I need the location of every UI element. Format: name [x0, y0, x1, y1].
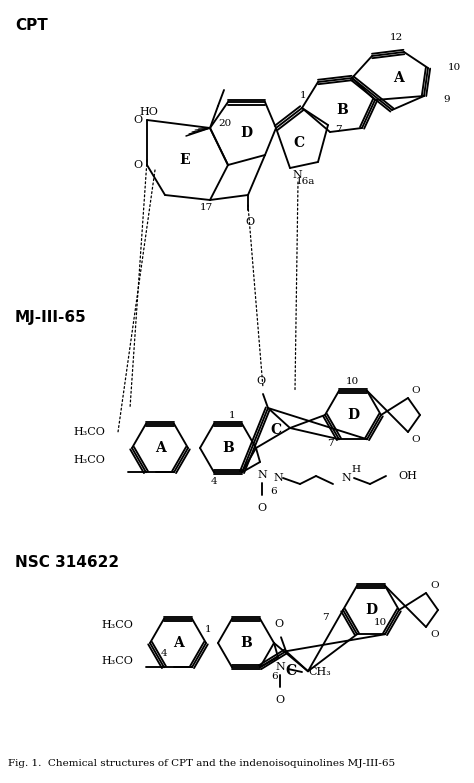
Text: N: N [273, 473, 283, 483]
Text: B: B [222, 441, 234, 455]
Text: 16a: 16a [296, 178, 315, 186]
Text: MJ-III-65: MJ-III-65 [15, 310, 87, 325]
Text: O: O [430, 581, 438, 590]
Text: D: D [240, 126, 252, 140]
Text: O: O [256, 376, 265, 386]
Text: 4: 4 [161, 648, 167, 658]
Text: C: C [293, 136, 305, 150]
Text: 17: 17 [200, 203, 213, 211]
Text: N: N [292, 170, 302, 180]
Text: H₃CO: H₃CO [101, 620, 133, 630]
Text: 1: 1 [300, 91, 306, 99]
Text: O: O [134, 160, 143, 170]
Text: 7: 7 [322, 614, 329, 622]
Text: D: D [347, 408, 359, 422]
Text: H₃CO: H₃CO [101, 656, 133, 666]
Text: A: A [173, 636, 183, 650]
Text: A: A [392, 71, 403, 85]
Text: 20: 20 [218, 120, 231, 128]
Text: H: H [351, 466, 360, 474]
Text: N: N [257, 470, 267, 480]
Text: B: B [240, 636, 252, 650]
Text: 10: 10 [374, 618, 387, 626]
Text: 6: 6 [270, 488, 277, 496]
Text: N: N [275, 662, 285, 672]
Text: 1: 1 [205, 625, 211, 633]
Text: CPT: CPT [15, 18, 48, 33]
Text: OH: OH [398, 471, 417, 481]
Text: B: B [336, 103, 348, 117]
Text: O: O [411, 386, 419, 395]
Text: C: C [285, 664, 297, 678]
Text: 12: 12 [389, 34, 402, 42]
Text: A: A [155, 441, 165, 455]
Text: 4: 4 [210, 478, 217, 486]
Text: 7: 7 [328, 438, 334, 448]
Text: O: O [275, 695, 284, 705]
Text: C: C [271, 423, 282, 437]
Text: N: N [341, 473, 351, 483]
Text: 6: 6 [272, 672, 278, 681]
Text: O: O [430, 630, 438, 639]
Text: NSC 314622: NSC 314622 [15, 555, 119, 570]
Text: O: O [246, 217, 255, 227]
Text: Fig. 1.  Chemical structures of CPT and the indenoisoquinolines MJ-III-65: Fig. 1. Chemical structures of CPT and t… [8, 759, 395, 767]
Text: O: O [257, 503, 266, 513]
Text: O: O [411, 435, 419, 444]
Text: O: O [274, 619, 283, 630]
Text: CH₃: CH₃ [308, 667, 331, 677]
Text: H₃CO: H₃CO [73, 455, 105, 465]
Text: D: D [365, 603, 377, 617]
Text: 1: 1 [228, 410, 235, 420]
Text: 10: 10 [346, 377, 359, 387]
Text: HO: HO [139, 107, 158, 117]
Text: 10: 10 [448, 63, 461, 73]
Text: H₃CO: H₃CO [73, 427, 105, 437]
Text: E: E [180, 153, 191, 167]
Text: 7: 7 [335, 125, 342, 135]
Text: O: O [134, 115, 143, 125]
Text: 9: 9 [443, 96, 450, 104]
